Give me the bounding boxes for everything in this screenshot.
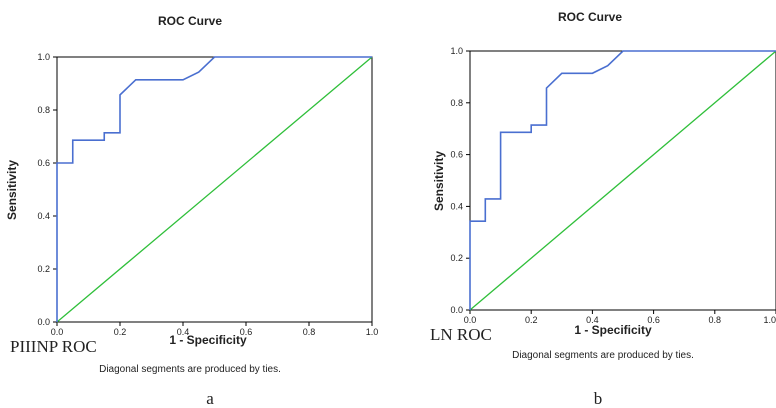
y-tick-label: 1.0: [37, 52, 50, 62]
x-tick-label: 0.6: [240, 327, 253, 337]
x-tick-label: 0.8: [709, 315, 722, 325]
y-tick-label: 0.6: [450, 150, 463, 160]
x-tick-label: 1.0: [763, 315, 776, 325]
y-tick-label: 1.0: [450, 46, 463, 56]
footnote: Diagonal segments are produced by ties.: [512, 350, 694, 361]
panel-a: ROC Curve 0.0 0.2 0.4 0.6 0.8 1.0 0.0 0.2 0.4 0.…: [5, 14, 378, 408]
y-tick-label: 0.0: [450, 305, 463, 315]
x-tick-label: 0.2: [525, 315, 538, 325]
reference-line: [469, 50, 776, 311]
y-tick-label: 0.6: [37, 158, 50, 168]
x-tick-label: 0.0: [464, 315, 477, 325]
y-axis-label: Sensitivity: [5, 160, 19, 220]
footnote: Diagonal segments are produced by ties.: [99, 364, 281, 375]
chart-title: ROC Curve: [158, 14, 222, 28]
y-tick-label: 0.2: [37, 264, 50, 274]
x-tick-label: 0.6: [647, 315, 660, 325]
x-tick-label: 0.4: [586, 315, 599, 325]
panel-b: ROC Curve 0.0 0.2 0.4 0.6 0.8 1.0 0.0 0.2 0.4 0.…: [430, 10, 776, 408]
y-tick-label: 0.0: [37, 317, 50, 327]
y-tick-label: 0.2: [450, 253, 463, 263]
x-axis-label: 1 - Specificity: [574, 323, 652, 337]
y-axis-label: Sensitivity: [432, 151, 446, 211]
x-tick-label: 0.0: [51, 327, 64, 337]
y-tick-label: 0.8: [450, 98, 463, 108]
panel-label: b: [594, 389, 603, 408]
x-tick-label: 1.0: [366, 327, 379, 337]
x-axis-label: 1 - Specificity: [169, 333, 247, 347]
y-tick-label: 0.8: [37, 105, 50, 115]
y-tick-label: 0.4: [37, 211, 50, 221]
roc-curve-line: [56, 56, 372, 322]
x-tick-label: 0.2: [114, 327, 127, 337]
reference-line: [56, 56, 373, 323]
roc-curve-line: [469, 50, 776, 310]
x-tick-label: 0.8: [303, 327, 316, 337]
panel-caption: PIIINP ROC: [10, 337, 97, 356]
panel-label: a: [206, 389, 214, 408]
panel-caption: LN ROC: [430, 325, 492, 344]
y-tick-label: 0.4: [450, 201, 463, 211]
x-tick-label: 0.4: [177, 327, 190, 337]
chart-title: ROC Curve: [558, 10, 622, 24]
